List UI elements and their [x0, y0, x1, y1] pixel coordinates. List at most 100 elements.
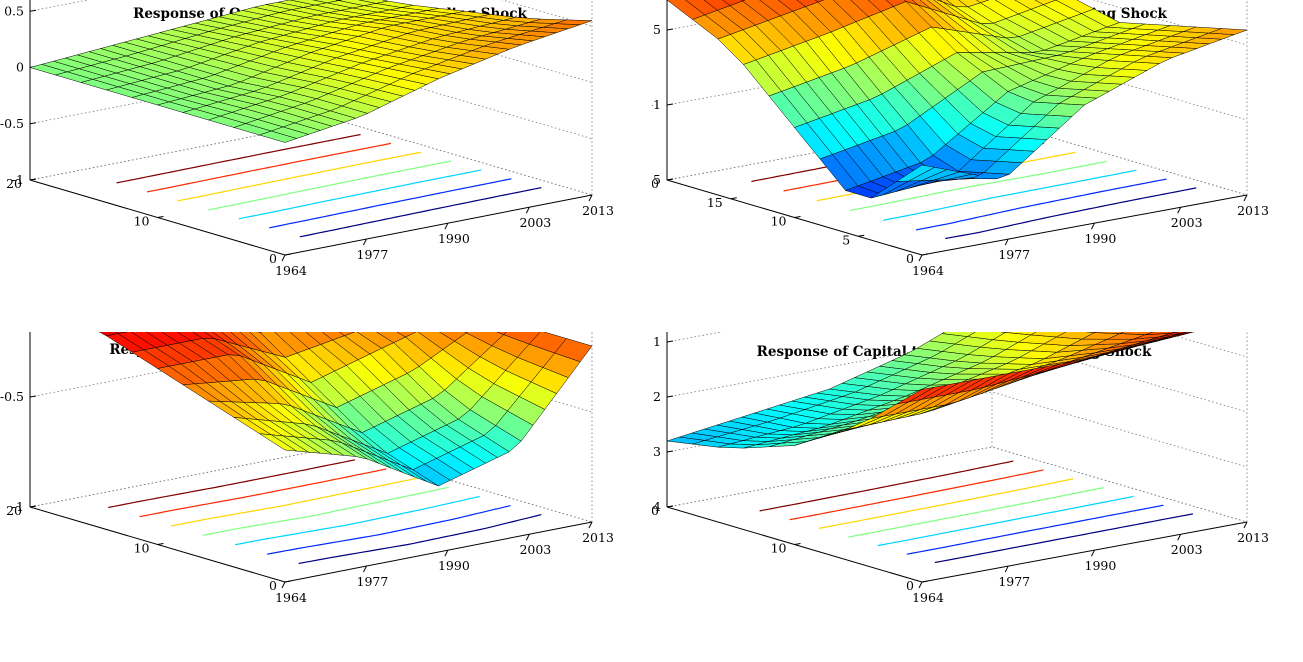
surface-chart-consumption: Response of Consumption to Government Sp… [0, 332, 614, 605]
z-tick [666, 395, 674, 398]
contour-line [202, 486, 449, 536]
contour-line [818, 478, 1074, 529]
surface-patch [1183, 332, 1189, 333]
surface-patch [941, 332, 976, 337]
x-tick-label: 1977 [357, 247, 389, 262]
y-tick-label: 20 [6, 176, 22, 191]
x-tick [588, 194, 593, 202]
surface-chart-output: Response of Output to Government Spendin… [0, 0, 614, 278]
x-tick-label: 2013 [582, 530, 614, 545]
chart-panel-capital: Response of Capital to Government Spendi… [652, 332, 1303, 662]
x-tick [918, 254, 923, 262]
chart-panel-output: Response of Output to Government Spendin… [0, 0, 652, 332]
contour-line [759, 460, 1014, 512]
y-tick-label: 0 [906, 251, 914, 266]
y-tick [858, 234, 865, 237]
x-tick [1243, 194, 1248, 202]
x-tick [588, 521, 593, 529]
surface-patch [1119, 332, 1154, 335]
y-tick-label: 20 [6, 503, 22, 518]
z-tick-label: -1.5 [652, 172, 661, 187]
x-tick [1091, 549, 1095, 557]
contour-line [906, 504, 1164, 555]
surface-patch [976, 0, 990, 4]
x-tick [281, 581, 286, 589]
y-tick [730, 197, 737, 200]
y-tick-label: 20 [652, 176, 659, 191]
x-tick-label: 2003 [519, 215, 551, 230]
x-tick-label: 2013 [582, 203, 614, 218]
surface-mesh [666, 0, 1248, 199]
z-tick-label: -0.5 [0, 389, 24, 404]
contour-lines [116, 133, 542, 238]
grid-line [666, 446, 1248, 523]
contour-line [266, 505, 511, 555]
contour-line [934, 513, 1194, 564]
z-tick-label: -0.1 [652, 334, 661, 349]
surface-patch [1208, 28, 1248, 35]
x-tick [363, 238, 367, 246]
y-tick [284, 253, 292, 256]
x-tick-label: 2003 [519, 542, 551, 557]
contour-line [208, 160, 452, 211]
surface-patch [554, 19, 593, 25]
y-tick [666, 505, 674, 508]
z-tick-label: -0.5 [652, 22, 661, 37]
contour-line [877, 495, 1134, 547]
y-tick [794, 543, 801, 545]
contour-line [116, 133, 361, 184]
contour-line [299, 187, 542, 238]
z-tick [666, 28, 674, 31]
y-tick-label: 10 [134, 214, 150, 229]
z-tick [666, 103, 674, 106]
x-tick-label: 1964 [912, 590, 944, 605]
contour-line [146, 142, 392, 193]
y-tick [794, 216, 801, 218]
y-tick-label: 10 [134, 541, 150, 556]
x-tick [1004, 238, 1009, 246]
surface-mesh [29, 0, 593, 143]
x-tick [1177, 207, 1182, 214]
z-tick-label: -0.4 [652, 499, 661, 514]
grid-line [666, 446, 1248, 523]
x-axis-line [284, 521, 593, 583]
x-axis-line [921, 521, 1248, 583]
z-tick-label: -0.5 [0, 116, 24, 131]
surface-patch [1170, 332, 1180, 334]
z-tick [29, 122, 37, 125]
z-tick [666, 450, 674, 453]
y-tick [921, 580, 929, 583]
z-tick-label: -0.2 [652, 389, 661, 404]
contour-lines [108, 459, 542, 565]
surface-patch [554, 338, 593, 363]
x-tick [918, 581, 923, 589]
y-tick-label: 5 [842, 232, 850, 247]
y-tick-label: 20 [652, 503, 659, 518]
y-tick [284, 580, 292, 583]
y-tick [29, 505, 37, 508]
contour-line [177, 151, 422, 202]
contour-line [139, 468, 387, 518]
x-tick-label: 1964 [912, 263, 944, 278]
contour-line [789, 469, 1044, 521]
z-tick [666, 340, 674, 343]
x-tick-label: 1990 [438, 558, 470, 573]
y-tick [157, 543, 164, 545]
z-tick-label: -1 [12, 499, 24, 514]
x-tick-label: 1964 [275, 263, 307, 278]
x-axis-line [284, 194, 593, 256]
surface-chart-investment: Response of Investment to Government Spe… [652, 0, 1269, 278]
surface-patch [1004, 332, 1037, 336]
z-tick-label: -1 [652, 97, 661, 112]
contour-line [945, 187, 1197, 240]
contour-line [269, 178, 512, 229]
z-tick [29, 395, 37, 398]
contour-line [238, 169, 482, 220]
chart-panel-consumption: Response of Consumption to Government Sp… [0, 332, 652, 662]
x-tick-label: 2013 [1237, 530, 1269, 545]
x-tick [444, 549, 449, 557]
chart-panel-investment: Response of Investment to Government Spe… [652, 0, 1303, 332]
x-tick [525, 207, 530, 214]
z-tick-label: 0.5 [4, 3, 24, 18]
y-tick-label: 15 [707, 195, 723, 210]
